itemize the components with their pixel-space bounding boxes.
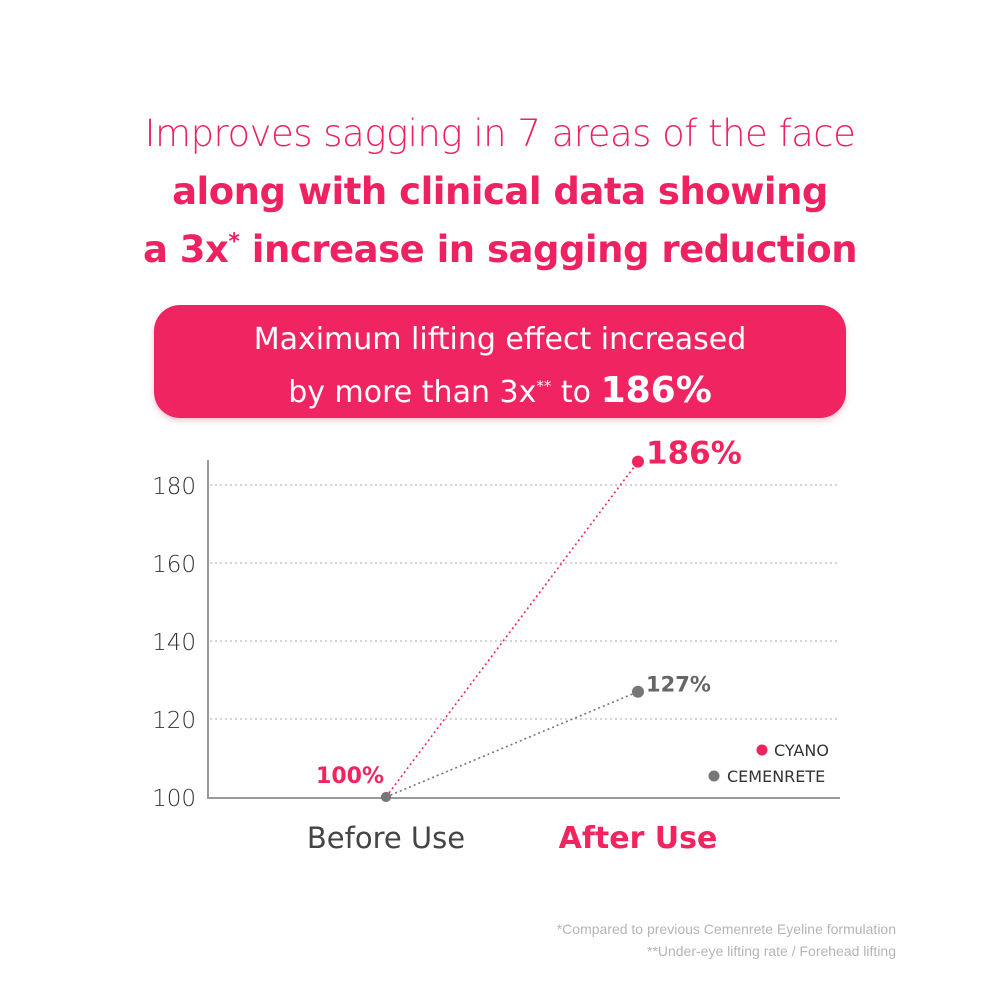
x-tick-label: After Use (559, 821, 718, 856)
footnote-marker: * (228, 229, 240, 255)
banner-text: to (551, 375, 601, 410)
headline-line-3: a 3x* increase in sagging reduction (0, 228, 1000, 271)
banner-text: by more than 3x (288, 375, 537, 410)
headline-line-2: along with clinical data showing (172, 170, 828, 213)
footnotes: *Compared to previous Cemenrete Eyeline … (557, 918, 896, 962)
headline-line-1: Improves sagging in 7 areas of the face (144, 112, 856, 155)
data-label: 127% (646, 673, 711, 697)
legend-label: CYANO (774, 741, 829, 760)
headline-text: increase in sagging reduction (239, 228, 858, 271)
data-label: 186% (646, 436, 742, 472)
legend-marker-cemenrete (708, 770, 720, 782)
footnote-marker: ** (536, 377, 552, 395)
footnote-1: *Compared to previous Cemenrete Eyeline … (556, 921, 896, 937)
series-line-cemenrete (385, 690, 639, 798)
banner-value: 186% (600, 370, 712, 411)
highlight-banner: Maximum lifting effect increased by more… (154, 305, 846, 418)
data-point-cyano (632, 455, 644, 468)
data-label: 100% (316, 764, 384, 789)
y-tick-label: 120 (152, 708, 196, 734)
data-point-cemenrete (381, 792, 391, 802)
x-tick-label: Before Use (307, 821, 465, 855)
legend-marker-cyano (756, 744, 768, 756)
footnote-2: **Under-eye lifting rate / Forehead lift… (646, 943, 896, 959)
series-line-cyano (385, 461, 639, 798)
y-tick-label: 160 (152, 552, 196, 578)
y-tick-label: 180 (152, 474, 196, 500)
data-point-cemenrete (632, 685, 644, 698)
y-tick-label: 100 (152, 786, 196, 812)
legend-label: CEMENRETE (727, 767, 825, 786)
y-tick-label: 140 (152, 630, 196, 656)
banner-line-1: Maximum lifting effect increased (253, 322, 747, 357)
headline-text: a 3x (142, 228, 229, 271)
banner-line-2: by more than 3x** to 186% (154, 363, 846, 416)
